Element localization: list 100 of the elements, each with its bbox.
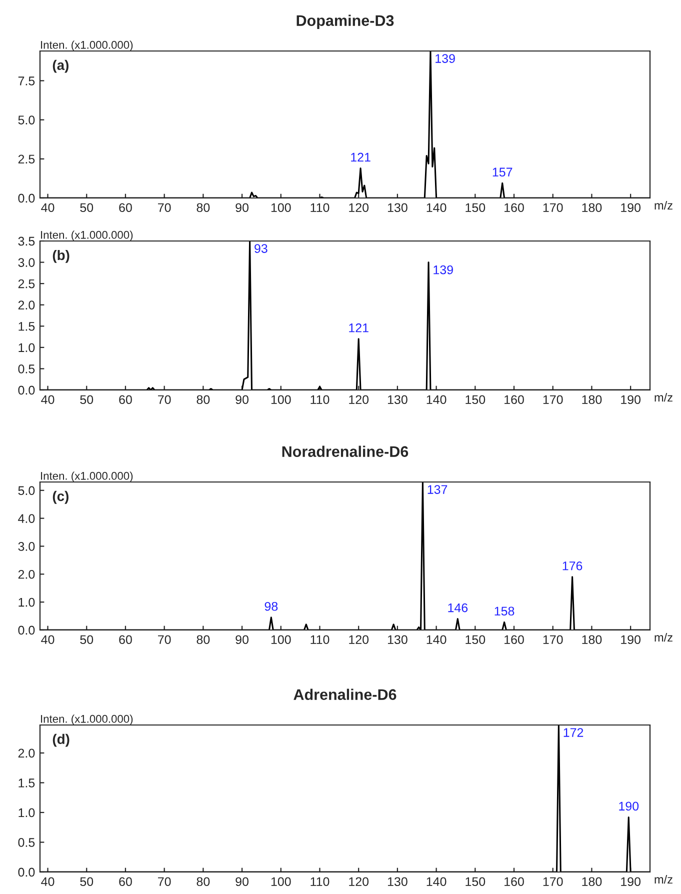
x-tick-label: 170 bbox=[543, 877, 563, 886]
x-tick-label: 80 bbox=[196, 635, 210, 644]
x-tick-label: 190 bbox=[621, 635, 641, 644]
x-tick-label: 180 bbox=[582, 395, 602, 404]
annotation: 121 bbox=[351, 152, 370, 162]
x-tick-label: 70 bbox=[158, 877, 171, 886]
y-tick-label: 2.0 bbox=[18, 748, 35, 758]
annotation: 139 bbox=[436, 54, 455, 63]
x-tick-label: 180 bbox=[582, 203, 602, 212]
x-tick-label: 150 bbox=[466, 635, 486, 644]
x-tick-label: 40 bbox=[41, 877, 54, 886]
y-tick-label: 1.0 bbox=[18, 598, 35, 607]
annotation: 158 bbox=[494, 606, 514, 616]
line-series bbox=[40, 241, 650, 390]
y-axis-title: Inten. (x1.000.000) bbox=[41, 472, 133, 482]
y-tick-label: 4.0 bbox=[18, 514, 35, 523]
x-tick-label: 120 bbox=[349, 395, 369, 404]
y-tick-label: 3.0 bbox=[18, 542, 35, 551]
annotation: 121 bbox=[349, 323, 368, 332]
x-tick-label: 60 bbox=[119, 395, 132, 404]
annotation: 98 bbox=[264, 602, 278, 611]
x-tick-label: 80 bbox=[196, 877, 210, 886]
x-tick-label: 90 bbox=[236, 203, 248, 212]
x-tick-label: 190 bbox=[621, 203, 641, 212]
x-tick-label: 110 bbox=[310, 203, 330, 212]
x-tick-label: 50 bbox=[80, 635, 94, 644]
x-axis-title: m/z bbox=[654, 874, 672, 884]
x-tick-label: 170 bbox=[543, 395, 563, 404]
line-series bbox=[40, 51, 650, 198]
annotation: (b) bbox=[52, 250, 70, 263]
x-tick-label: 160 bbox=[504, 635, 524, 644]
y-tick-label: 3.5 bbox=[18, 236, 35, 246]
y-tick-label: 1.0 bbox=[18, 343, 35, 352]
annotation: 157 bbox=[492, 168, 512, 177]
x-tick-label: 170 bbox=[543, 203, 563, 212]
x-tick-label: 130 bbox=[388, 877, 408, 886]
x-tick-label: 190 bbox=[621, 877, 641, 886]
x-tick-label: 60 bbox=[119, 635, 132, 644]
x-tick-label: 50 bbox=[80, 877, 94, 886]
x-tick-label: 150 bbox=[466, 877, 486, 886]
x-tick-label: 150 bbox=[466, 203, 486, 212]
x-tick-label: 40 bbox=[41, 635, 54, 644]
annotation: 93 bbox=[254, 244, 268, 253]
y-tick-label: 0.0 bbox=[18, 868, 35, 877]
x-tick-label: 140 bbox=[426, 395, 446, 404]
x-tick-label: 90 bbox=[236, 877, 248, 886]
y-axis-title: Inten. (x1.000.000) bbox=[41, 40, 133, 51]
x-tick-label: 100 bbox=[271, 395, 291, 404]
x-tick-label: 90 bbox=[236, 395, 248, 404]
annotation: 137 bbox=[428, 485, 448, 494]
x-axis-title: m/z bbox=[654, 392, 672, 402]
x-tick-label: 50 bbox=[80, 203, 94, 212]
y-tick-label: 5.0 bbox=[18, 486, 35, 496]
y-tick-label: 0.5 bbox=[18, 364, 35, 374]
x-tick-label: 190 bbox=[621, 395, 641, 404]
x-tick-label: 80 bbox=[196, 203, 210, 212]
x-tick-label: 100 bbox=[271, 635, 291, 644]
x-tick-label: 110 bbox=[310, 635, 330, 644]
annotation: 190 bbox=[619, 802, 639, 811]
x-tick-label: 60 bbox=[119, 877, 132, 886]
y-tick-label: 7.5 bbox=[18, 76, 35, 86]
y-tick-label: 1.5 bbox=[18, 322, 35, 331]
y-tick-label: 0.5 bbox=[18, 838, 35, 847]
y-axis-title: Inten. (x1.000.000) bbox=[41, 714, 133, 725]
x-tick-label: 160 bbox=[504, 395, 524, 404]
x-tick-label: 90 bbox=[236, 635, 248, 644]
y-tick-label: 2.0 bbox=[18, 570, 35, 579]
x-tick-label: 50 bbox=[80, 395, 94, 404]
x-tick-label: 40 bbox=[41, 395, 54, 404]
x-tick-label: 70 bbox=[158, 635, 171, 644]
x-tick-label: 180 bbox=[582, 635, 602, 644]
y-tick-label: 3.0 bbox=[18, 258, 35, 267]
x-tick-label: 180 bbox=[582, 877, 602, 886]
chart-title: Adrenaline-D6 bbox=[294, 688, 396, 700]
x-tick-label: 110 bbox=[310, 395, 330, 404]
x-tick-label: 100 bbox=[271, 877, 291, 886]
annotation: 146 bbox=[448, 603, 468, 612]
chart-title: Dopamine-D3 bbox=[296, 14, 394, 29]
annotation: (a) bbox=[52, 60, 68, 73]
x-tick-label: 70 bbox=[158, 395, 171, 404]
x-tick-label: 140 bbox=[426, 635, 446, 644]
x-tick-label: 120 bbox=[349, 877, 369, 886]
annotation: 176 bbox=[562, 561, 582, 570]
x-tick-label: 150 bbox=[466, 395, 486, 404]
x-tick-label: 100 bbox=[271, 203, 291, 212]
chart-title: Noradrenaline-D6 bbox=[282, 446, 408, 457]
x-tick-label: 140 bbox=[426, 203, 446, 212]
x-tick-label: 120 bbox=[349, 203, 369, 212]
x-tick-label: 40 bbox=[41, 203, 54, 212]
annotation: 139 bbox=[434, 265, 453, 274]
y-tick-label: 0.0 bbox=[18, 626, 35, 635]
x-axis-title: m/z bbox=[654, 200, 672, 210]
line-series bbox=[40, 482, 650, 630]
y-tick-label: 0.0 bbox=[18, 386, 35, 395]
x-tick-label: 80 bbox=[196, 395, 210, 404]
x-tick-label: 110 bbox=[310, 877, 330, 886]
y-tick-label: 2.5 bbox=[18, 154, 35, 164]
x-axis-title: m/z bbox=[654, 632, 672, 642]
annotation: (c) bbox=[52, 490, 68, 504]
x-tick-label: 160 bbox=[504, 877, 524, 886]
